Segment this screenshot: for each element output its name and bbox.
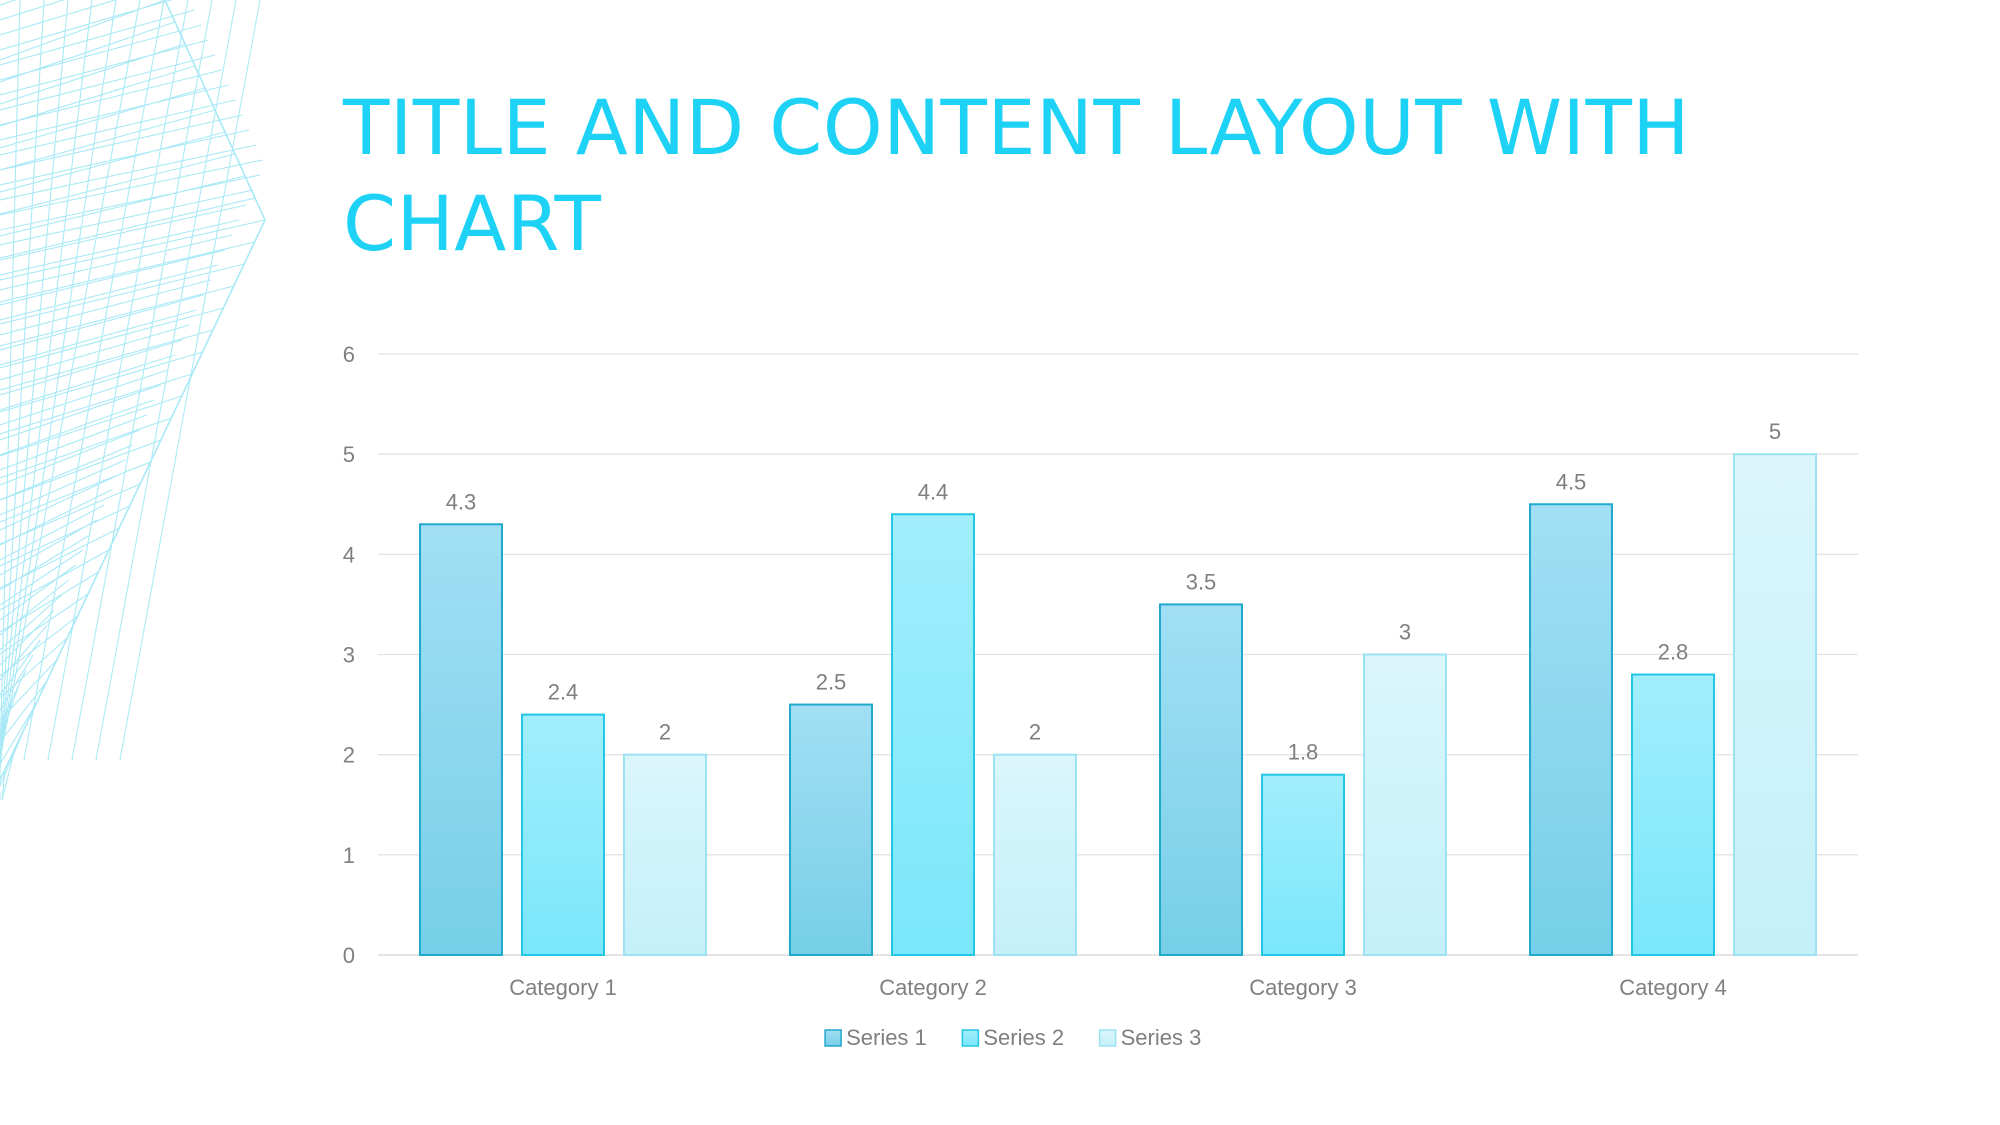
data-label: 1.8	[1288, 740, 1319, 765]
y-tick-label: 3	[343, 643, 355, 668]
x-tick-label: Category 3	[1249, 975, 1357, 1000]
data-label: 2.4	[548, 680, 579, 705]
data-label: 3	[1399, 620, 1411, 645]
bar-series-2-category-4	[1631, 673, 1715, 956]
legend-label: Series 2	[983, 1025, 1064, 1050]
bar-series-2-category-1	[521, 713, 605, 956]
y-axis-ticks: 0 1 2 3 4 5 6	[343, 342, 355, 968]
bar-series-1-category-3	[1159, 603, 1243, 957]
legend-label: Series 3	[1121, 1025, 1202, 1050]
bar-series-3-category-2	[993, 753, 1077, 957]
legend-item-series-2: Series 2	[961, 1025, 1064, 1050]
y-tick-label: 4	[343, 542, 355, 567]
bar-series-3-category-1	[623, 753, 707, 957]
data-labels: 4.3 2.4 2 2.5 4.4 2 3.5 1.8 3 4.5 2.8 5	[446, 419, 1781, 765]
bar-series-1-category-4	[1529, 503, 1613, 956]
legend-swatch	[1098, 1029, 1117, 1047]
data-label: 5	[1769, 419, 1781, 444]
legend-item-series-3: Series 3	[1098, 1025, 1202, 1050]
legend-swatch	[961, 1029, 980, 1047]
x-axis-ticks: Category 1 Category 2 Category 3 Category 4	[509, 975, 1727, 1000]
data-label: 2	[1029, 720, 1041, 745]
bars	[419, 453, 1817, 957]
data-label: 3.5	[1186, 569, 1217, 594]
bar-series-1-category-2	[789, 703, 873, 956]
bar-series-3-category-3	[1363, 653, 1447, 956]
decorative-wireframe-graphic	[0, 0, 266, 800]
legend: Series 1 Series 2 Series 3	[824, 1025, 1202, 1050]
data-label: 4.5	[1556, 469, 1587, 494]
bar-series-3-category-4	[1733, 453, 1817, 956]
data-label: 2.5	[816, 670, 847, 695]
data-label: 4.4	[918, 479, 949, 504]
data-label: 4.3	[446, 489, 477, 514]
data-label: 2.8	[1658, 640, 1689, 665]
y-tick-label: 6	[343, 342, 355, 367]
y-tick-label: 5	[343, 442, 355, 467]
slide-title: TITLE AND CONTENT LAYOUT WITH CHART	[343, 83, 1691, 268]
y-tick-label: 1	[343, 843, 355, 868]
bar-series-1-category-1	[419, 523, 503, 956]
legend-label: Series 1	[846, 1025, 927, 1050]
legend-item-series-1: Series 1	[824, 1025, 927, 1050]
bar-series-2-category-3	[1261, 773, 1345, 957]
x-tick-label: Category 2	[879, 975, 987, 1000]
y-tick-label: 0	[343, 943, 355, 968]
data-label: 2	[659, 720, 671, 745]
bar-series-2-category-2	[891, 513, 975, 956]
x-tick-label: Category 1	[509, 975, 617, 1000]
x-tick-label: Category 4	[1619, 975, 1727, 1000]
legend-swatch	[824, 1029, 842, 1047]
y-tick-label: 2	[343, 743, 355, 768]
